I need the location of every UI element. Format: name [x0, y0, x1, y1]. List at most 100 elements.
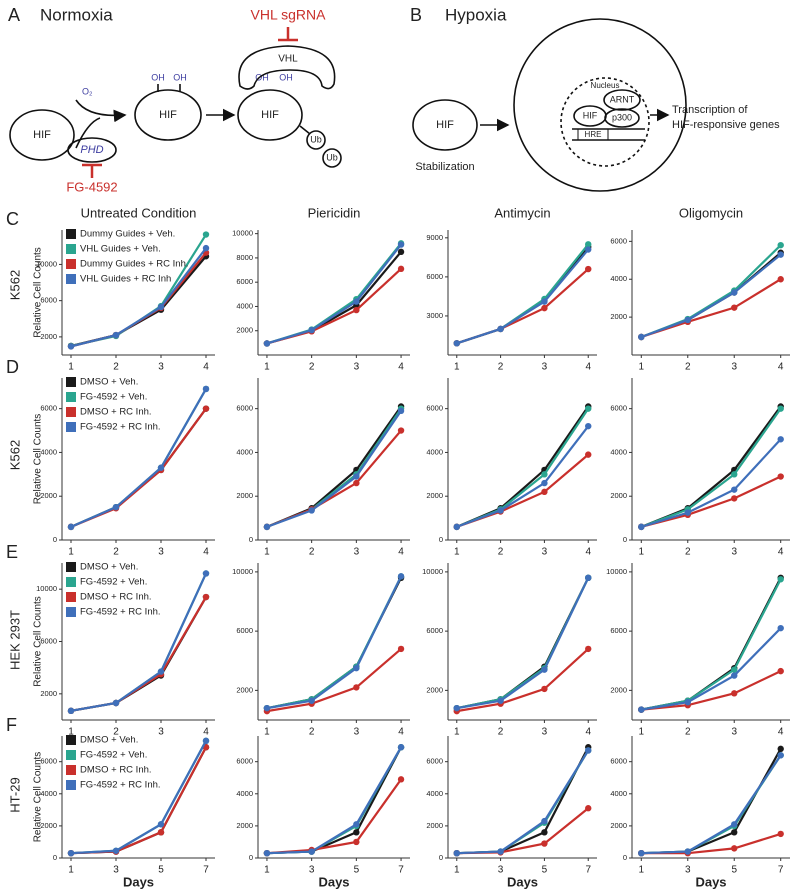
y-tick-label: 10000	[232, 229, 253, 238]
y-tick-label: 2000	[610, 685, 627, 694]
y-axis-label: Relative Cell Counts	[33, 596, 44, 687]
y-tick-label: 6000	[236, 757, 253, 766]
data-point	[263, 704, 271, 712]
data-point	[585, 451, 592, 458]
chart: 0 2000 4000 6000 1 3 5 7 Relative Cell Counts Day…	[33, 735, 215, 889]
legend-swatch	[66, 422, 76, 432]
y-tick-label: 4000	[610, 789, 627, 798]
data-point	[202, 385, 210, 393]
legend-label: DMSO + Veh.	[80, 735, 138, 746]
phd-shape	[67, 137, 117, 163]
x-tick-label: 3	[542, 547, 548, 558]
x-tick-label: 4	[398, 727, 404, 738]
x-axis-label: Days	[695, 874, 726, 889]
data-point	[157, 303, 165, 311]
data-point	[497, 325, 504, 333]
data-point	[157, 829, 165, 836]
legend-swatch	[66, 577, 76, 587]
data-point	[453, 849, 460, 857]
data-point	[541, 304, 548, 312]
series-line	[70, 247, 207, 348]
chart-title: Oligomycin	[679, 205, 743, 220]
chart: 0 2000 4000 6000 1 3 5 7 Days	[236, 736, 410, 889]
chart-title: Piericidin	[308, 205, 361, 220]
chart: 2000 6000 10000 1 2 3 4 Relative Cell Counts DMS…	[33, 562, 215, 738]
x-tick-label: 4	[203, 362, 209, 373]
x-tick-label: 1	[68, 727, 74, 738]
x-tick-label: 3	[731, 727, 737, 738]
data-point	[585, 805, 592, 812]
y-tick-label: 0	[439, 853, 443, 862]
data-point	[585, 422, 592, 430]
data-point	[541, 817, 548, 825]
data-point	[684, 509, 691, 516]
series-line	[266, 429, 402, 528]
data-point	[263, 523, 271, 531]
data-point	[541, 829, 548, 836]
legend-label: DMSO + RC Inh.	[80, 407, 152, 418]
y-tick-label: 6000	[236, 404, 253, 413]
y-tick-label: 6000	[40, 636, 57, 645]
data-point	[731, 471, 738, 478]
x-tick-label: 2	[498, 547, 504, 558]
series-line	[70, 255, 207, 348]
x-tick-label: 3	[731, 362, 737, 373]
x-tick-label: 4	[585, 727, 591, 738]
x-tick-label: 1	[264, 547, 270, 558]
sgrna-label: VHL sgRNA	[251, 7, 327, 23]
hif-shape	[134, 89, 202, 141]
data-point	[397, 407, 405, 415]
y-tick-label: 0	[249, 853, 253, 862]
data-point	[731, 821, 738, 828]
x-tick-label: 1	[639, 362, 645, 373]
hre-label: HRE	[585, 130, 602, 139]
data-point	[112, 699, 120, 707]
data-point	[453, 340, 460, 347]
nucleus-label: Nucleus	[591, 81, 620, 90]
data-point	[67, 523, 75, 531]
y-tick-label: 4000	[236, 301, 253, 310]
data-point	[777, 473, 784, 480]
legend-label: FG-4592 + RC Inh.	[80, 607, 161, 618]
x-tick-label: 7	[203, 865, 209, 876]
arrow	[75, 99, 127, 123]
y-tick-label: 0	[53, 853, 57, 862]
x-tick-label: 4	[778, 362, 784, 373]
x-tick-label: 1	[639, 547, 645, 558]
data-point	[353, 838, 360, 846]
cell-line-label: K562	[7, 440, 22, 470]
x-axis-label: Days	[123, 874, 154, 889]
oh-label: OH	[279, 72, 293, 82]
x-tick-label: 5	[354, 865, 360, 876]
data-point	[541, 666, 548, 673]
x-tick-label: 3	[542, 727, 548, 738]
panel-title: Hypoxia	[445, 5, 507, 24]
series-line	[456, 243, 590, 345]
y-tick-label: 6000	[610, 236, 627, 245]
x-tick-label: 7	[585, 865, 591, 876]
y-tick-label: 4000	[610, 274, 627, 283]
data-point	[638, 706, 645, 713]
legend-label: Dummy Guides + Veh.	[80, 229, 175, 240]
arnt-label: ARNT	[610, 94, 635, 104]
hif-label: HIF	[159, 109, 177, 121]
data-point	[777, 405, 784, 412]
data-point	[157, 668, 165, 675]
y-tick-label: 2000	[236, 821, 253, 830]
x-tick-label: 4	[585, 362, 591, 373]
data-point	[777, 251, 784, 258]
y-tick-label: 2000	[426, 821, 443, 830]
data-point	[353, 473, 360, 480]
x-tick-label: 2	[685, 547, 691, 558]
data-point	[112, 847, 120, 854]
y-tick-label: 4000	[426, 789, 443, 798]
x-tick-label: 2	[498, 362, 504, 373]
series-line	[266, 268, 402, 345]
x-tick-label: 3	[158, 362, 164, 373]
legend-label: Dummy Guides + RC Inh.	[80, 259, 189, 270]
x-tick-label: 1	[454, 362, 460, 373]
chart: 2000 4000 6000 1 2 3 4 Oligomycin	[610, 205, 790, 373]
legend-label: FG-4592 + Veh.	[80, 750, 147, 761]
series-line	[456, 577, 590, 710]
